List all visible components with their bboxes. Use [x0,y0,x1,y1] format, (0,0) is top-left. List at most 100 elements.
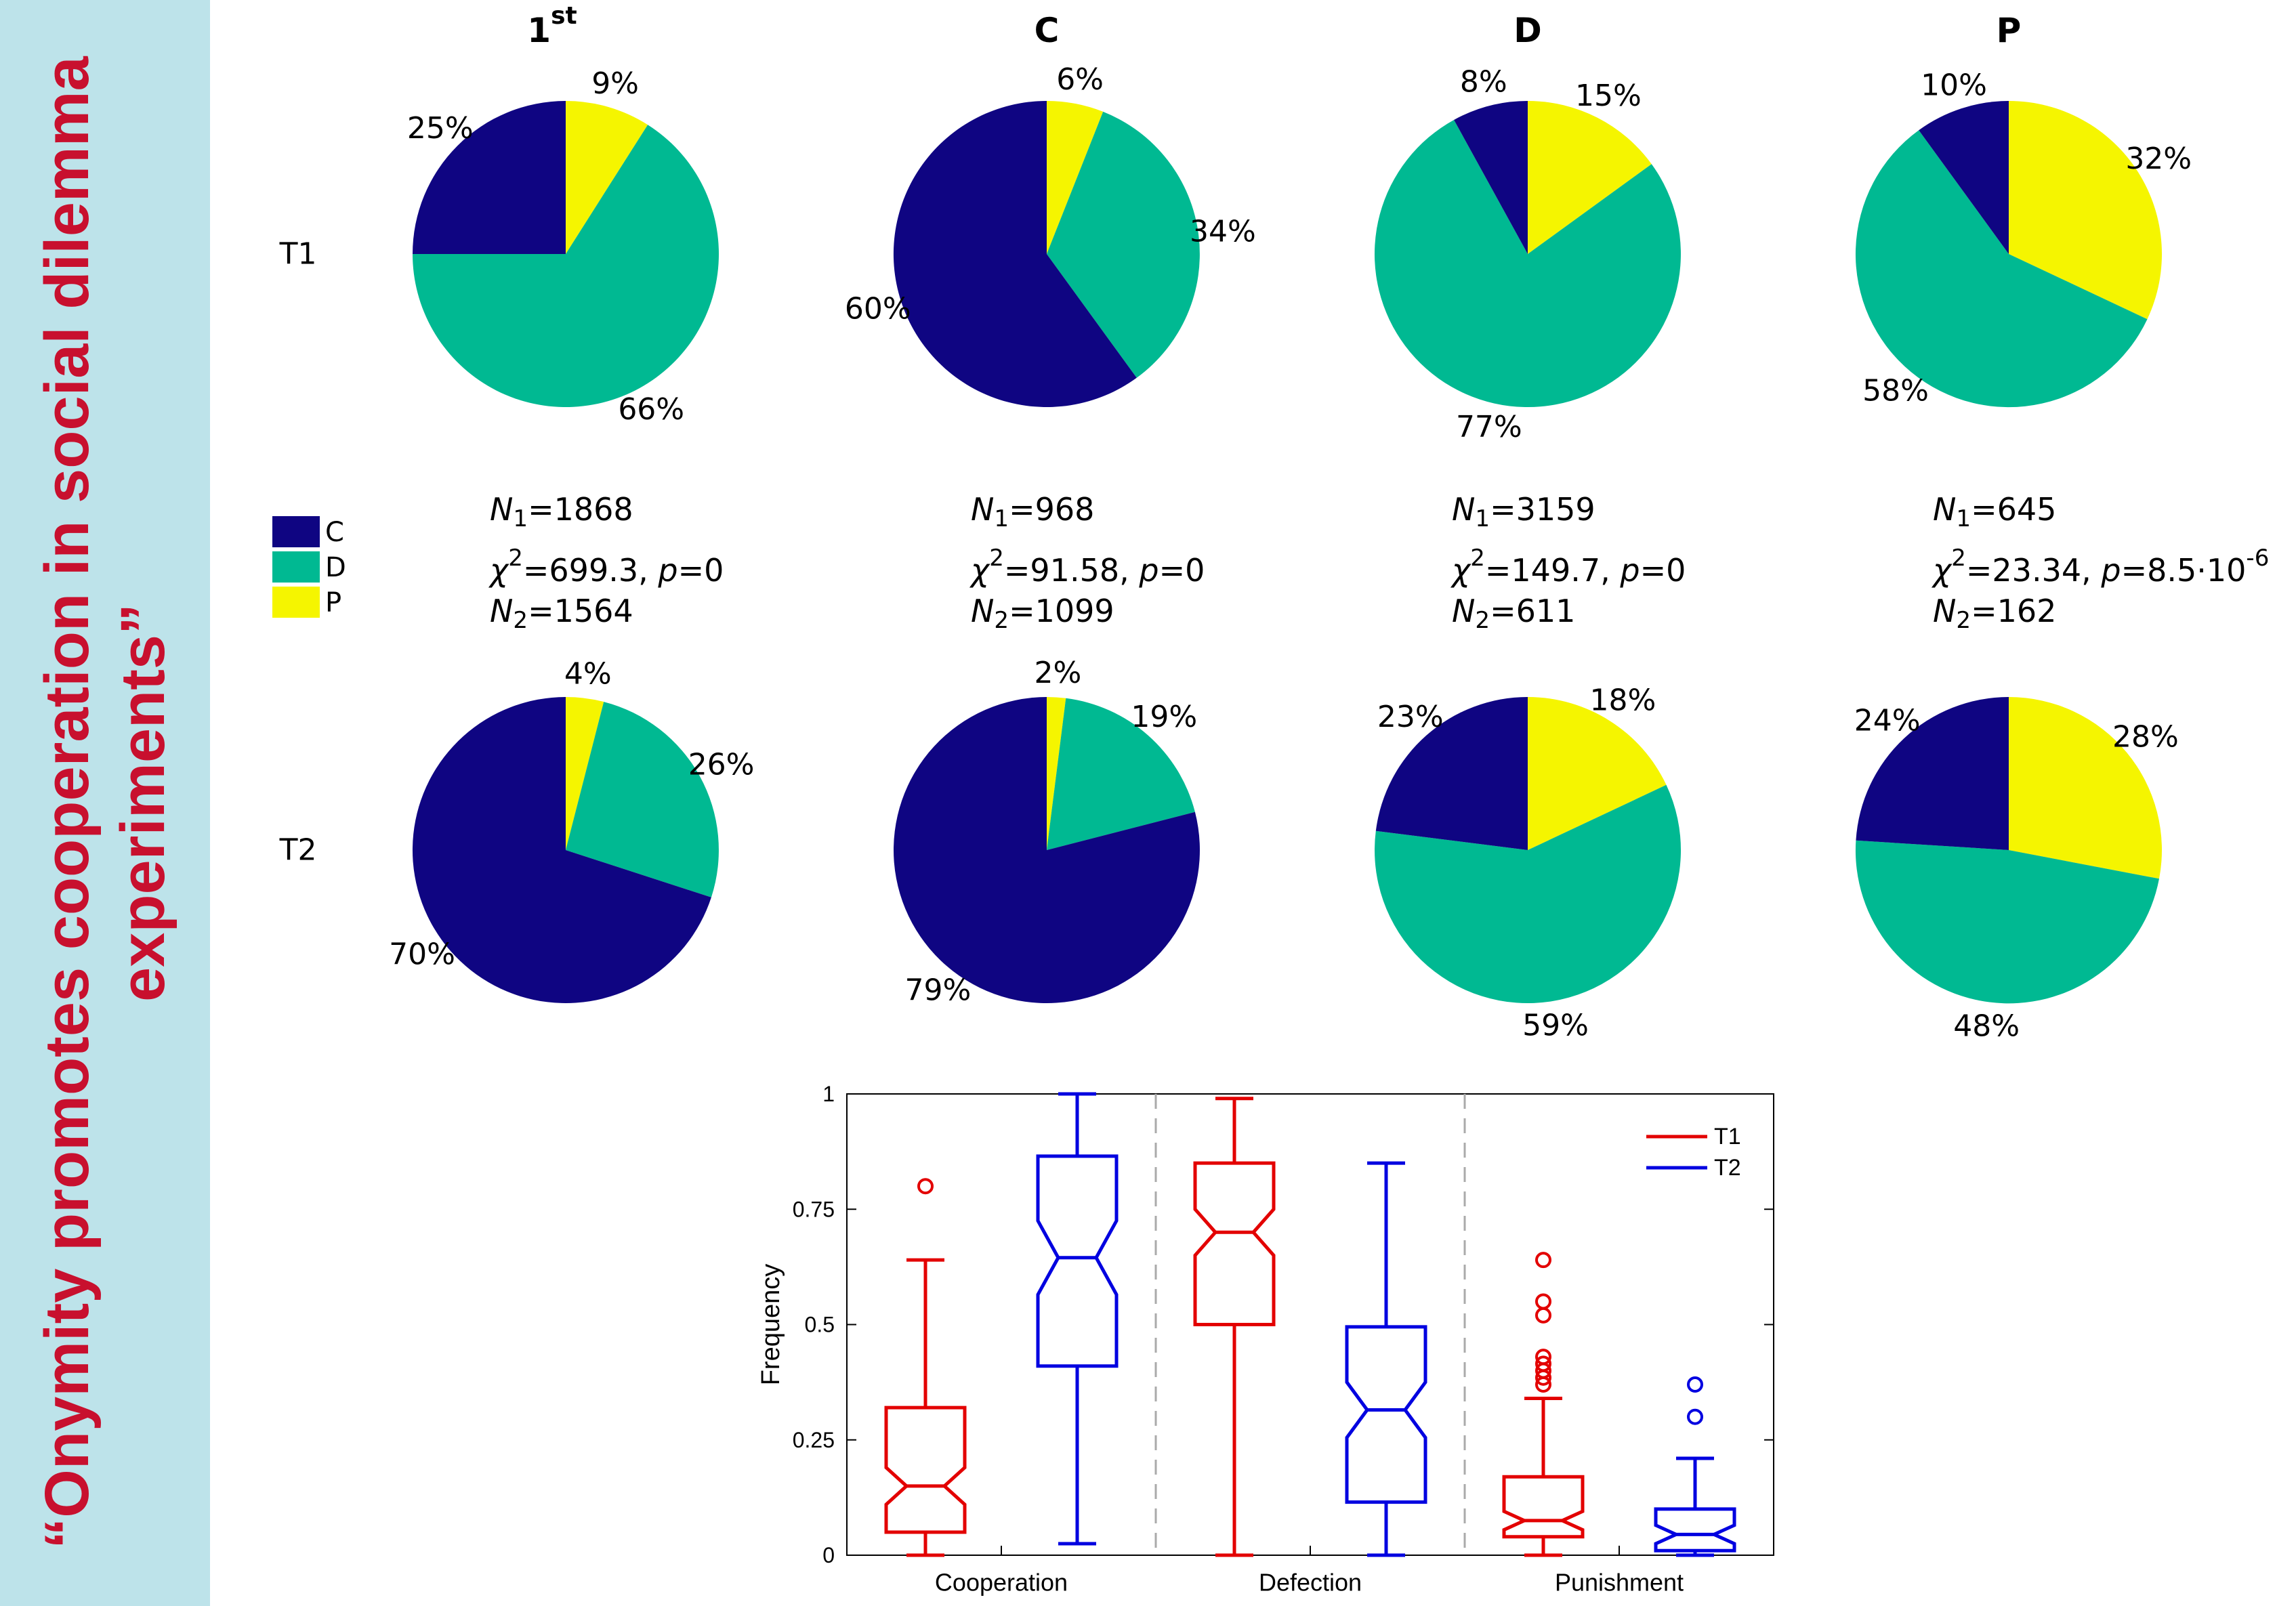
legend-label: P [325,587,341,618]
stat-text: p [1138,552,1159,589]
pie-slice-label: 77% [1456,410,1522,444]
box-outlier [1535,1252,1551,1269]
pie-slice-label: 59% [1522,1008,1589,1042]
stat-text: =1099 [1009,593,1114,629]
pie-slice-label: 8% [1460,65,1507,100]
box-outlier [1535,1355,1551,1372]
stat-subscript: 2 [1475,607,1490,634]
row-label: T2 [279,833,317,868]
pie-slice-label: 19% [1131,700,1197,734]
pie-slice-label: 70% [389,937,455,971]
boxplot-frame [846,1093,1774,1556]
stat-text: p [1619,552,1640,589]
stat-subscript: 1 [1475,505,1490,532]
box-outlier [917,1178,934,1195]
stat-n2: N2=1564 [490,593,633,634]
pie-slice-label: 60% [845,291,911,326]
pie-slice-label: 6% [1056,62,1104,97]
pie-slice-label: 2% [1035,656,1082,690]
box-outlier [1535,1293,1551,1310]
row-label: T1 [279,237,317,272]
pie-slice-label: 25% [407,111,474,146]
box-body [1036,1154,1119,1368]
pie-slice-label: 9% [591,66,639,101]
x-tick-label: Cooperation [935,1569,1068,1597]
pie-slice-label: 28% [2112,719,2179,754]
legend-label: C [325,517,344,548]
stat-superscript: 2 [1951,545,1966,572]
stat-n1: N1=1868 [490,491,633,532]
box-outlier [1535,1349,1551,1366]
stat-text: =611 [1490,593,1575,629]
stat-text: =645 [1971,491,2056,528]
stat-subscript: 2 [1956,607,1971,634]
pie-slice [412,697,711,1003]
y-axis-label: Frequency [757,1264,785,1386]
stat-text: =91.58, [1004,552,1139,589]
pie-slice-label: 32% [2125,142,2192,176]
stat-text: N [490,491,513,528]
column-title: 1st [527,2,577,51]
pie-slice [2009,697,2162,879]
stat-superscript: 2 [989,545,1004,572]
legend-label: T1 [1714,1124,1741,1149]
stat-text: =149.7, [1485,552,1620,589]
stat-subscript: 1 [1956,505,1971,532]
column-title-superscript: st [551,2,577,30]
stat-chi2: χ2=149.7, p=0 [1450,545,1686,589]
pie-slice [1375,784,1682,1004]
box-body [1502,1475,1585,1539]
stat-subscript: 1 [994,505,1009,532]
column-title: D [1514,11,1542,50]
stat-text: =8.5·10 [2121,552,2247,589]
stat-text: =0 [1640,552,1686,589]
pie-slice-label: 10% [1921,68,1987,102]
pie-slice [1855,840,2159,1004]
stat-text: =0 [678,552,724,589]
pie-slice [1855,130,2148,408]
box-body [1654,1507,1736,1552]
stat-subscript: 1 [513,505,528,532]
pie-slice-label: 26% [688,747,755,782]
stat-text: χ [488,552,509,589]
pie-slice [1047,111,1200,378]
pie-slice [1528,101,1652,254]
stat-text: N [971,491,994,528]
box-body [1345,1325,1427,1504]
stat-chi2: χ2=699.3, p=0 [488,545,724,589]
stat-text: χ [1450,552,1471,589]
x-tick-label: Defection [1259,1569,1362,1597]
stat-text: N [1933,593,1956,629]
pie-slice-label: 58% [1862,373,1929,408]
pie-slice [413,125,719,408]
stat-n2: N2=611 [1452,593,1575,634]
stat-text: p [2100,552,2121,589]
pie-slice [566,697,604,850]
box-body [1193,1161,1276,1326]
pie-slice [1454,101,1528,254]
pie-slice-label: 23% [1377,700,1444,734]
y-tick-label: 1 [822,1082,835,1106]
stat-superscript: 2 [1470,545,1485,572]
pie-slice-label: 18% [1589,683,1656,717]
pie-slice-label: 79% [905,973,972,1008]
y-tick-label: 0 [822,1543,835,1567]
box-body [884,1406,967,1534]
pie-slice [893,697,1200,1003]
stat-text: N [490,593,513,629]
legend-label: T2 [1714,1155,1741,1181]
stat-n1: N1=3159 [1452,491,1595,532]
column-title: C [1035,11,1060,50]
stat-text: =1564 [528,593,633,629]
pie-slice [566,101,648,254]
pie-slice [893,101,1137,407]
stat-n1: N1=968 [971,491,1094,532]
legend-swatch [272,587,320,618]
pie-slice [2009,101,2162,320]
stat-subscript: 2 [994,607,1009,634]
legend-label: D [325,552,346,583]
stat-text: N [1933,491,1956,528]
stat-text: =23.34, [1966,552,2101,589]
pie-slice [1047,698,1195,850]
